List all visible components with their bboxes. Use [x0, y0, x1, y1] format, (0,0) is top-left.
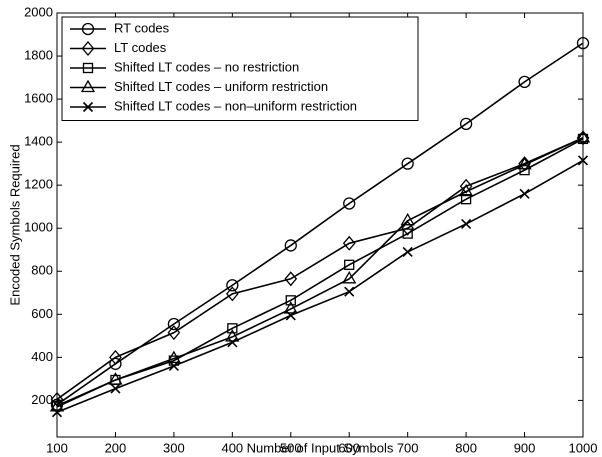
y-tick-label: 600: [31, 306, 53, 321]
y-tick-label: 1400: [24, 134, 53, 149]
x-tick-label: 200: [105, 440, 127, 455]
x-tick-label: 600: [338, 440, 360, 455]
legend-label: RT codes: [114, 20, 170, 35]
marker: [50, 391, 64, 407]
marker: [51, 407, 63, 418]
marker: [225, 329, 240, 342]
marker: [168, 360, 179, 372]
marker: [110, 383, 121, 394]
legend-marker: [80, 79, 96, 93]
marker: [519, 188, 530, 199]
marker: [343, 197, 356, 210]
series-line: [56, 42, 584, 406]
y-tick-label: 200: [31, 392, 53, 407]
marker: [577, 155, 589, 166]
marker: [519, 164, 530, 176]
marker: [576, 130, 590, 146]
y-tick-label: 400: [31, 349, 53, 364]
marker: [400, 212, 415, 226]
marker: [402, 228, 413, 239]
y-tick-label: 1200: [24, 177, 53, 192]
marker: [284, 271, 298, 287]
x-tick-label: 1000: [569, 440, 598, 455]
y-tick-label: 1000: [24, 220, 53, 235]
y-tick-label: 2000: [24, 4, 53, 19]
legend-label: Shifted LT codes – uniform restriction: [114, 79, 328, 94]
marker: [284, 239, 297, 252]
legend-marker: [81, 22, 95, 36]
plot-frame: [56, 12, 584, 438]
marker: [227, 323, 238, 334]
series-line: [56, 159, 584, 413]
marker: [225, 286, 239, 302]
marker: [227, 337, 238, 348]
legend-label: Shifted LT codes – no restriction: [114, 59, 299, 74]
legend-marker: [82, 101, 94, 113]
marker: [458, 183, 474, 197]
marker: [283, 301, 298, 314]
x-tick-label: 100: [46, 440, 68, 455]
x-tick-label: 500: [280, 440, 302, 455]
x-tick-label: 700: [397, 440, 419, 455]
marker: [167, 317, 181, 331]
legend-label: LT codes: [114, 40, 167, 55]
x-axis-label: Number of Input Symbols: [247, 440, 394, 455]
marker: [285, 295, 296, 306]
marker: [517, 156, 532, 170]
x-tick-label: 300: [163, 440, 185, 455]
y-tick-label: 800: [31, 263, 53, 278]
legend-marker: [81, 40, 95, 57]
marker: [576, 36, 590, 50]
marker: [402, 246, 413, 257]
series-line: [56, 138, 584, 407]
x-tick-label: 900: [514, 440, 536, 455]
marker: [575, 130, 591, 143]
marker: [166, 350, 182, 364]
marker: [342, 270, 357, 284]
y-tick-label: 1800: [24, 47, 53, 62]
marker: [49, 399, 65, 412]
series-line: [56, 137, 584, 408]
marker: [344, 259, 355, 270]
marker: [108, 372, 123, 385]
marker: [518, 75, 531, 89]
marker: [459, 178, 473, 194]
x-tick-label: 800: [455, 440, 477, 455]
marker: [401, 157, 414, 170]
marker: [342, 235, 356, 251]
marker: [344, 286, 355, 297]
y-axis-label: Encoded Symbols Required: [7, 144, 22, 305]
marker: [401, 220, 415, 236]
legend-box: [61, 16, 419, 121]
legend-marker: [82, 62, 94, 74]
marker: [226, 279, 239, 292]
marker: [285, 310, 296, 321]
marker: [460, 194, 472, 205]
marker: [167, 325, 181, 341]
series-line: [56, 137, 584, 400]
marker: [461, 218, 472, 229]
marker: [459, 117, 473, 130]
marker: [109, 349, 122, 365]
y-tick-label: 1600: [24, 91, 53, 106]
x-tick-label: 400: [221, 440, 243, 455]
legend-label: Shifted LT codes – non–uniform restricti…: [114, 98, 357, 113]
